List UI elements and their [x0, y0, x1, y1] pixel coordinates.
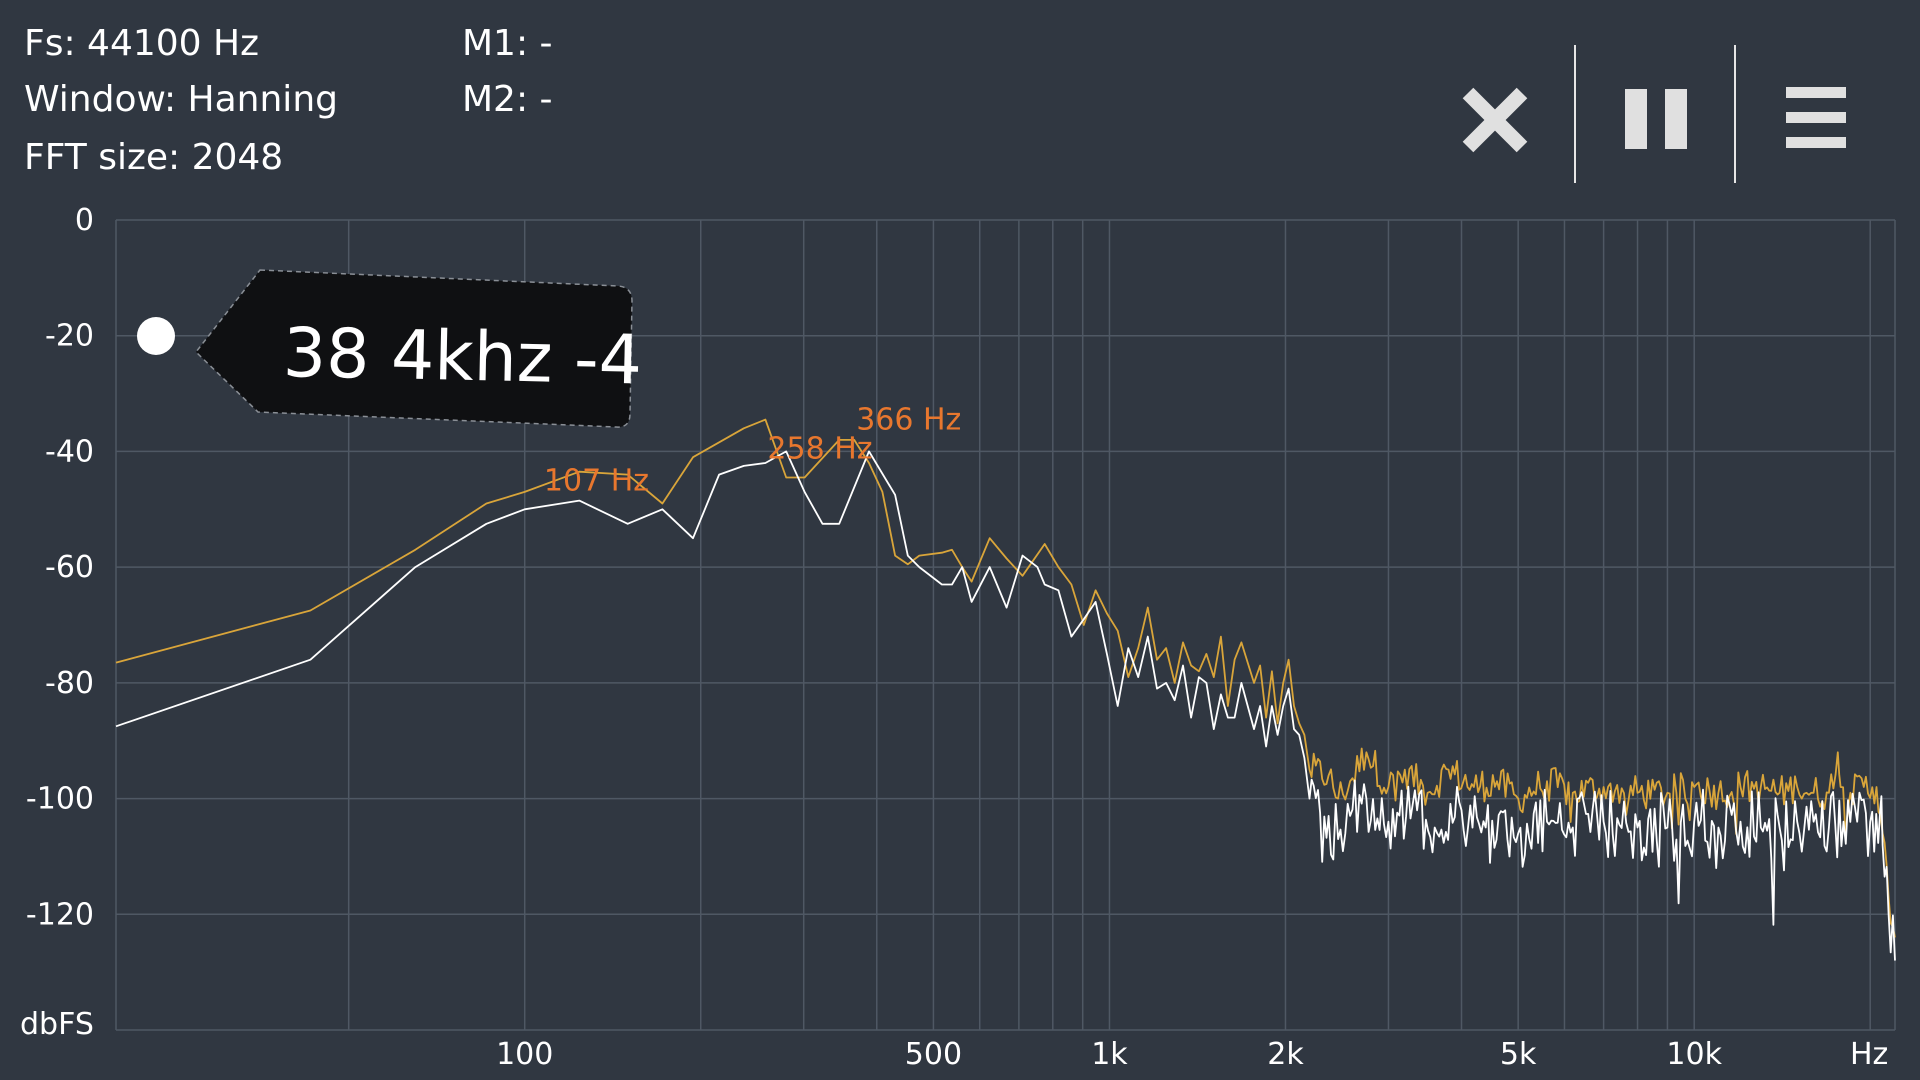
close-button[interactable]	[1435, 60, 1555, 180]
y-axis-ticks: 0 -20 -40 -60 -80 -100 -120	[26, 203, 94, 932]
y-tick-label: -20	[45, 319, 94, 354]
marker-1-label: M1: -	[462, 23, 553, 64]
y-tick-label: 0	[75, 203, 94, 238]
marker-dot[interactable]	[126, 306, 186, 366]
toolbar-divider	[1734, 45, 1736, 183]
y-tick-label: -80	[45, 666, 94, 701]
peak-label: 366 Hz	[856, 403, 961, 438]
chart-grid	[115, 219, 1896, 1031]
x-tick-label: 10k	[1666, 1037, 1722, 1072]
x-tick-label: 5k	[1500, 1037, 1537, 1072]
close-icon	[1462, 87, 1528, 153]
menu-button[interactable]	[1756, 60, 1876, 180]
pause-icon	[1625, 89, 1687, 149]
x-axis-ticks: 100 500 1k 2k 5k 10k	[496, 1037, 1723, 1072]
toolbar-divider	[1574, 45, 1576, 183]
y-tick-label: -60	[45, 550, 94, 585]
fft-size-label: FFT size: 2048	[24, 137, 284, 178]
y-tick-label: -40	[45, 434, 94, 469]
marker-tooltip: 38 4khz -4	[138, 266, 643, 432]
peak-label: 258 Hz	[767, 432, 872, 467]
live-series-line	[115, 450, 1896, 961]
window-label: Window: Hanning	[24, 79, 338, 120]
tooltip-text: 38 4khz -4	[282, 314, 643, 401]
y-axis-unit-label: dbFS	[20, 1007, 94, 1042]
x-tick-label: 500	[905, 1037, 962, 1072]
peak-hold-series-line	[115, 418, 1896, 938]
pause-button[interactable]	[1596, 60, 1716, 180]
x-tick-label: 2k	[1267, 1037, 1304, 1072]
chart-series	[115, 418, 1896, 961]
tooltip-tag-shape	[194, 269, 633, 428]
marker-2-label: M2: -	[462, 79, 553, 120]
peak-label: 107 Hz	[544, 463, 649, 498]
y-tick-label: -120	[26, 897, 94, 932]
sample-rate-label: Fs: 44100 Hz	[24, 23, 259, 64]
menu-icon	[1786, 87, 1846, 148]
y-tick-label: -100	[26, 782, 94, 817]
x-tick-label: 100	[496, 1037, 553, 1072]
x-axis-unit-label: Hz	[1850, 1037, 1888, 1072]
x-tick-label: 1k	[1091, 1037, 1128, 1072]
